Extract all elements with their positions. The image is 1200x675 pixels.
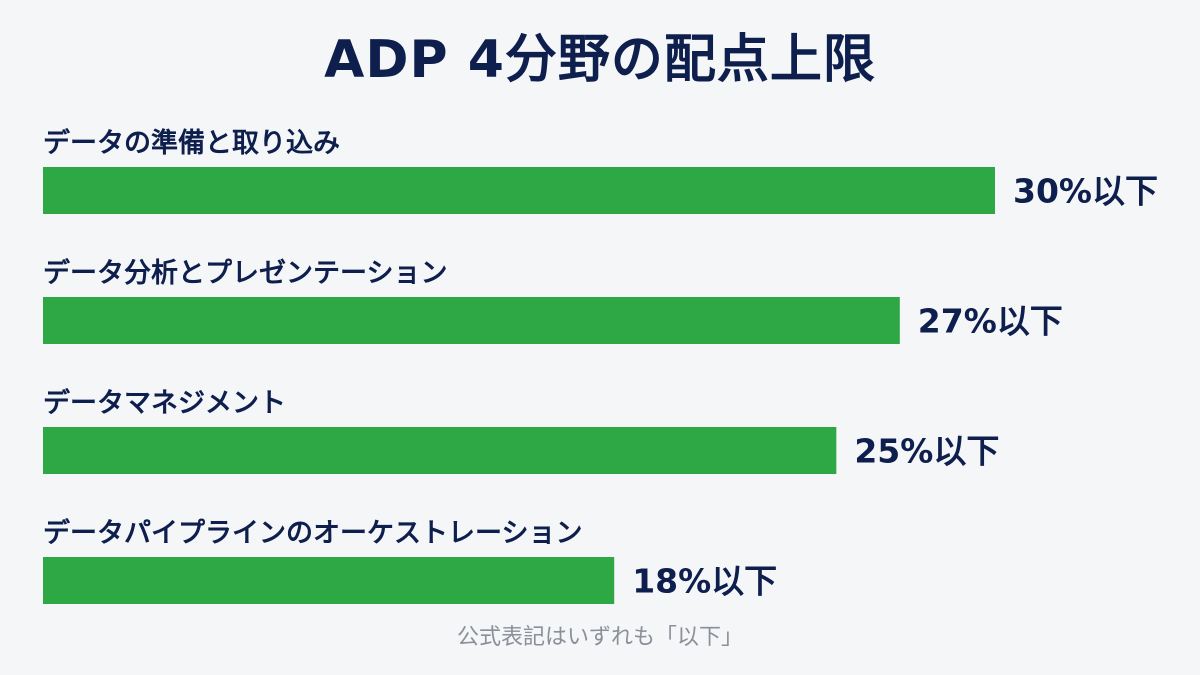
bar: [43, 427, 837, 474]
value-label: 25%以下: [854, 432, 999, 471]
bar: [43, 297, 900, 344]
category-label: データ分析とプレゼンテーション: [43, 257, 447, 289]
bar: [43, 167, 995, 214]
category-label: データマネジメント: [43, 387, 286, 419]
category-label: データパイプラインのオーケストレーション: [43, 517, 582, 549]
footnote: 公式表記はいずれも「以下」: [456, 625, 743, 650]
value-label: 18%以下: [632, 562, 777, 601]
bar: [43, 557, 615, 604]
value-label: 27%以下: [918, 302, 1063, 341]
value-label: 30%以下: [1013, 172, 1158, 211]
chart-title: ADP 4分野の配点上限: [324, 30, 876, 90]
category-label: データの準備と取り込み: [43, 127, 340, 159]
